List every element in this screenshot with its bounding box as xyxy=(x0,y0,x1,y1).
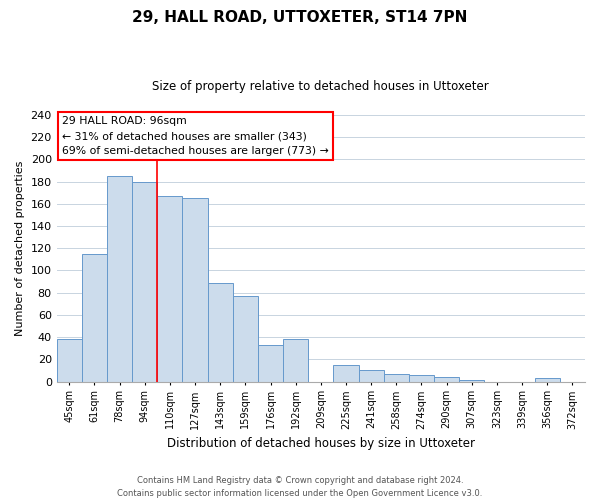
Bar xyxy=(283,340,308,382)
Bar xyxy=(409,375,434,382)
Text: Contains HM Land Registry data © Crown copyright and database right 2024.
Contai: Contains HM Land Registry data © Crown c… xyxy=(118,476,482,498)
Bar xyxy=(535,378,560,382)
Y-axis label: Number of detached properties: Number of detached properties xyxy=(15,160,25,336)
Bar xyxy=(157,196,182,382)
Text: 29, HALL ROAD, UTTOXETER, ST14 7PN: 29, HALL ROAD, UTTOXETER, ST14 7PN xyxy=(133,10,467,25)
Bar xyxy=(459,380,484,382)
Bar xyxy=(434,377,459,382)
Bar xyxy=(82,254,107,382)
Bar xyxy=(384,374,409,382)
Bar xyxy=(132,182,157,382)
Bar xyxy=(56,340,82,382)
Bar xyxy=(233,296,258,382)
Title: Size of property relative to detached houses in Uttoxeter: Size of property relative to detached ho… xyxy=(152,80,489,93)
Bar xyxy=(334,365,359,382)
Bar xyxy=(107,176,132,382)
Bar xyxy=(359,370,384,382)
Bar xyxy=(258,345,283,382)
Bar xyxy=(182,198,208,382)
Bar xyxy=(208,282,233,382)
Text: 29 HALL ROAD: 96sqm
← 31% of detached houses are smaller (343)
69% of semi-detac: 29 HALL ROAD: 96sqm ← 31% of detached ho… xyxy=(62,116,329,156)
X-axis label: Distribution of detached houses by size in Uttoxeter: Distribution of detached houses by size … xyxy=(167,437,475,450)
